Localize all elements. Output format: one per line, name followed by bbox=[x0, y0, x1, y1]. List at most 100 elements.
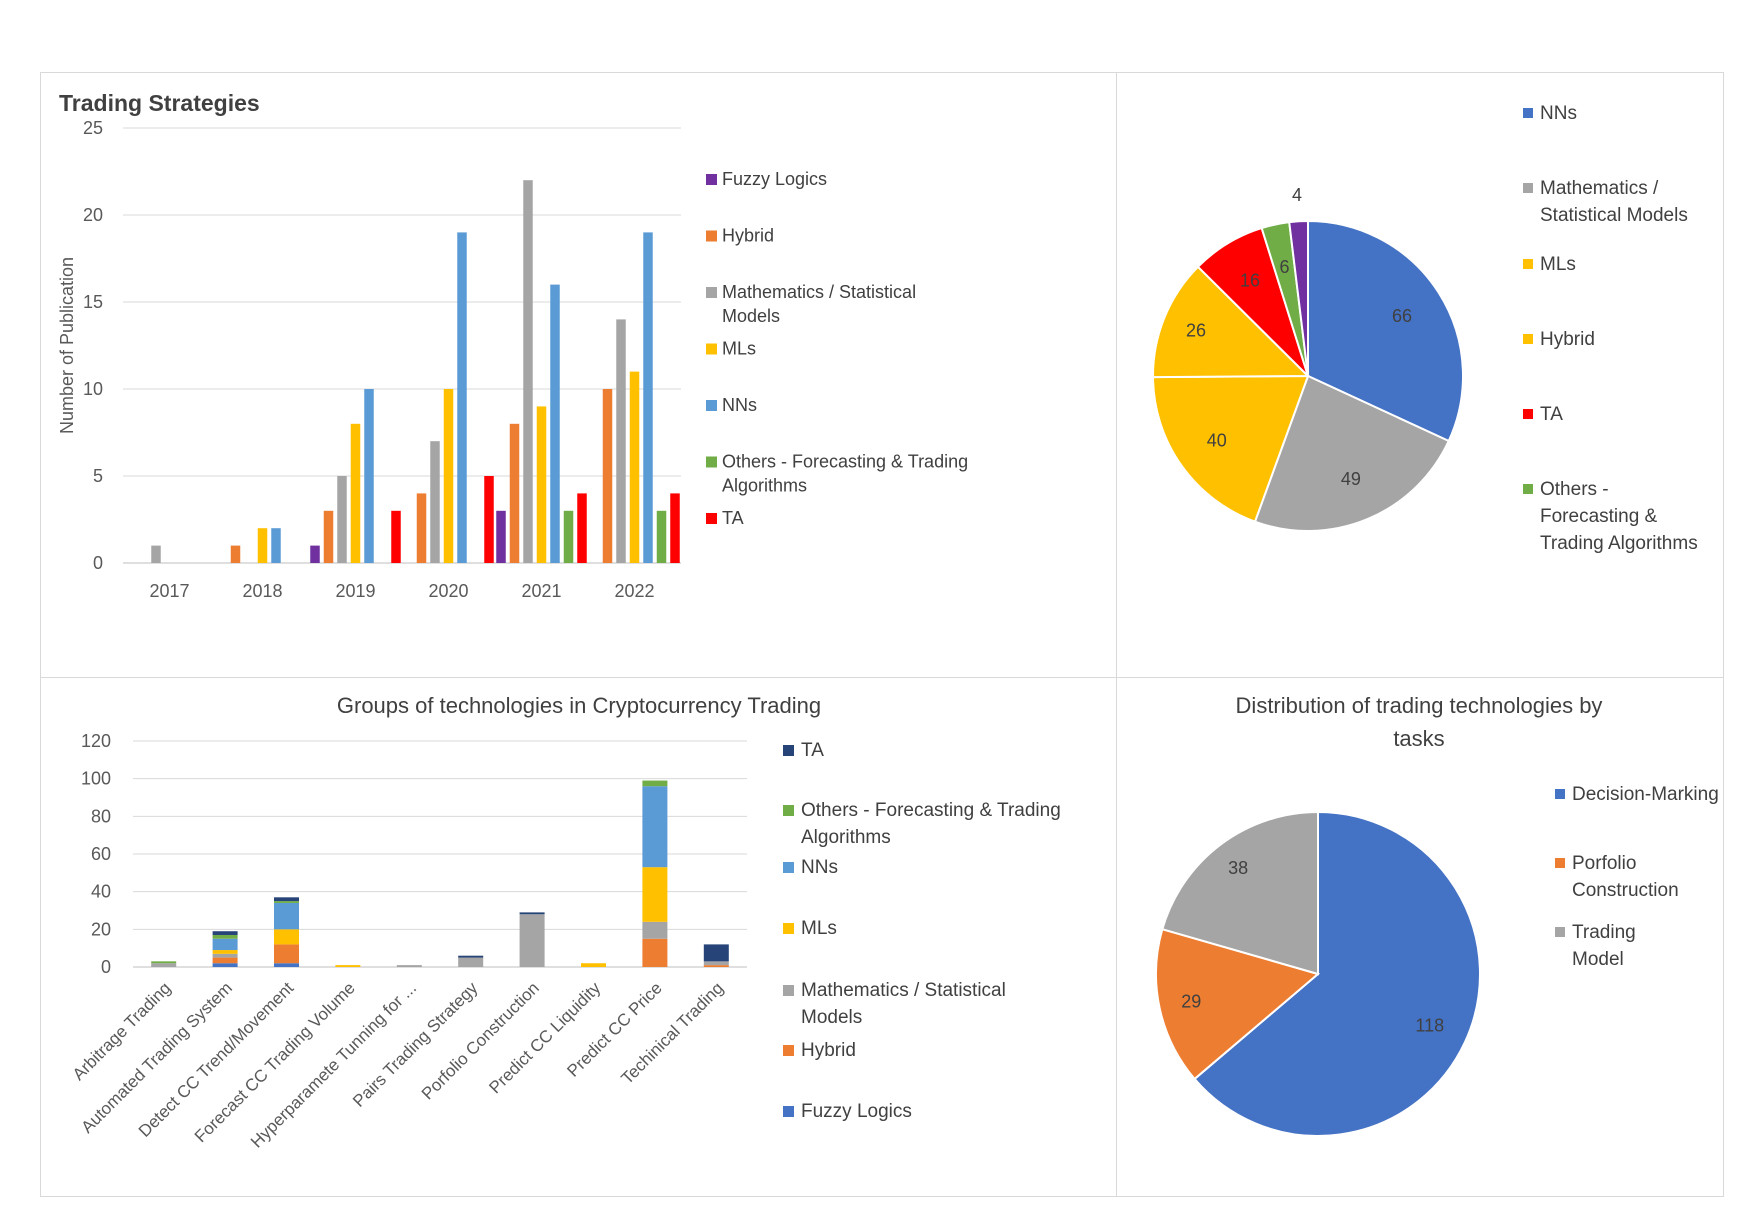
bar-mathematics-statistical-models-hyperparamete-tunning-for bbox=[396, 965, 422, 967]
legend-swatch-nns bbox=[783, 862, 794, 873]
legend-label-mls: MLs bbox=[722, 339, 756, 359]
bar-hybrid-techinical-trading bbox=[703, 965, 729, 967]
bar-others-forecasting-trading-algorithms-predict-cc-price bbox=[642, 780, 668, 787]
legend-label-others-forecasting-trading-algorithms: Others - Forecasting & Trading Algorithms bbox=[722, 452, 968, 496]
pie-slice-fuzzy-logics bbox=[1288, 219, 1309, 377]
y-tick-label: 10 bbox=[83, 379, 103, 399]
legend-label-others-forecasting-trading-algorithms: Others - Forecasting & Trading Algorithms bbox=[801, 800, 1061, 848]
bar-others-forecasting-trading-algorithms-2022 bbox=[656, 510, 667, 563]
legend-label-ta: TA bbox=[1540, 404, 1563, 425]
legend-label-others-forecasting-trading-algorithms: Others -Forecasting & Trading Algorithms bbox=[1540, 479, 1698, 554]
pie-data-label-nns: 66 bbox=[1392, 306, 1412, 326]
bar-others-forecasting-trading-algorithms-automated-trading-system bbox=[212, 934, 238, 939]
legend-label-nns: NNs bbox=[801, 857, 838, 878]
chart-technology-pie: 66 49 40 26 16 6 4 NNs Mathematics / Statistical … bbox=[1151, 103, 1698, 554]
pie-data-label-others-forecasting-trading-algorithms: 6 bbox=[1279, 257, 1289, 277]
legend-label-mathematics-statistical-models: Mathematics / Statistical Models bbox=[801, 980, 1006, 1028]
y-tick-label: 20 bbox=[83, 205, 103, 225]
chart-groups-technologies: Groups of technologies in Cryptocurrency… bbox=[69, 693, 1061, 1152]
legend-label-mls: MLs bbox=[1540, 254, 1576, 275]
bar-hybrid-automated-trading-system bbox=[212, 957, 238, 964]
pie-data-label-ta: 16 bbox=[1240, 271, 1260, 291]
bar-nns-2018 bbox=[271, 528, 281, 563]
pie-slice-hybrid bbox=[1152, 265, 1311, 379]
bar-mathematics-statistical-models-arbitrage-trading bbox=[151, 963, 177, 967]
bar-fuzzy-logics-automated-trading-system bbox=[212, 963, 238, 967]
legend-label-mathematics-statistical-models: Mathematics / Statistical Models bbox=[1540, 178, 1688, 226]
legend-swatch-others-forecasting-trading-algorithms bbox=[706, 456, 717, 468]
panel-groups-technologies: Groups of technologies in Cryptocurrency… bbox=[40, 677, 1117, 1197]
x-tick-label: 2019 bbox=[335, 581, 375, 601]
chart-title: Distribution of trading technologies by t… bbox=[1236, 693, 1603, 751]
bar-nns-automated-trading-system bbox=[212, 938, 238, 951]
x-tick-label: 2022 bbox=[614, 581, 654, 601]
legend-label-fuzzy-logics: Fuzzy Logics bbox=[722, 169, 827, 189]
bar-hybrid-predict-cc-price bbox=[642, 938, 668, 967]
bar-mls-automated-trading-system bbox=[212, 950, 238, 954]
legend-swatch-mls bbox=[1523, 259, 1533, 269]
pie-data-label-hybrid: 26 bbox=[1186, 320, 1206, 340]
bar-mls-predict-cc-price bbox=[642, 867, 668, 922]
legend-label-nns: NNs bbox=[722, 395, 757, 415]
pie-data-label-fuzzy-logics: 4 bbox=[1292, 185, 1302, 205]
pie-data-label-trading-model: 38 bbox=[1228, 858, 1248, 878]
panel-tasks-pie: Distribution of trading technologies by t… bbox=[1116, 677, 1724, 1197]
legend-swatch-fuzzy-logics bbox=[706, 174, 717, 185]
panel-technology-pie: 66 49 40 26 16 6 4 NNs Mathematics / Statistical … bbox=[1116, 72, 1724, 678]
x-tick-label: 2020 bbox=[428, 581, 468, 601]
bar-ta-techinical-trading bbox=[703, 944, 729, 962]
legend-swatch-mathematics-statistical-models bbox=[706, 287, 717, 298]
legend-label-mathematics-statistical-models: Mathematics / Statistical Models bbox=[722, 282, 916, 326]
bar-hybrid-2018 bbox=[230, 545, 241, 563]
pie-slice-nns bbox=[1307, 219, 1464, 443]
legend-swatch-others-forecasting-trading-algorithms bbox=[1523, 484, 1533, 494]
pie-slice-decision-marking bbox=[1193, 810, 1481, 1137]
legend-swatch-mls bbox=[783, 923, 794, 934]
bar-mls-forecast-cc-trading-volume bbox=[335, 965, 361, 967]
legend-swatch-nns bbox=[1523, 108, 1533, 118]
bar-nns-detect-cc-trend-movement bbox=[274, 902, 299, 930]
bar-others-forecasting-trading-algorithms-detect-cc-trend-movement bbox=[274, 901, 299, 903]
bar-nns-2021 bbox=[550, 284, 560, 563]
y-tick-label: 120 bbox=[81, 731, 111, 751]
x-tick-label: 2018 bbox=[242, 581, 282, 601]
legend-label-hybrid: Hybrid bbox=[801, 1040, 856, 1061]
legend-swatch-porfolio-construction bbox=[1555, 858, 1565, 868]
bar-hybrid-2022 bbox=[602, 389, 613, 563]
bar-hybrid-2019 bbox=[323, 510, 334, 563]
bar-mls-2018 bbox=[257, 528, 268, 563]
bar-mls-2020 bbox=[443, 389, 454, 563]
bar-nns-2020 bbox=[457, 232, 467, 563]
bar-mls-detect-cc-trend-movement bbox=[274, 929, 299, 945]
legend-swatch-ta bbox=[706, 513, 717, 524]
pie-slice-mathematics-statistical-models bbox=[1253, 374, 1451, 532]
legend-swatch-fuzzy-logics bbox=[783, 1106, 794, 1117]
y-tick-label: 40 bbox=[91, 882, 111, 902]
x-tick-label: Pairs Trading Strategy bbox=[349, 978, 482, 1111]
x-tick-label: 2021 bbox=[521, 581, 561, 601]
bar-ta-2020 bbox=[484, 476, 494, 563]
legend-label-hybrid: Hybrid bbox=[722, 226, 774, 246]
bar-ta-automated-trading-system bbox=[212, 931, 238, 935]
bar-mathematics-statistical-models-2017 bbox=[151, 545, 161, 563]
x-tick-label: 2017 bbox=[149, 581, 189, 601]
bar-mls-2019 bbox=[350, 423, 361, 563]
bar-mls-2021 bbox=[536, 406, 547, 563]
x-tick-label: Porfolio Construction bbox=[418, 978, 543, 1103]
legend-swatch-ta bbox=[783, 745, 794, 756]
pie-data-label-porfolio-construction: 29 bbox=[1181, 991, 1201, 1011]
y-tick-label: 80 bbox=[91, 806, 111, 826]
bar-ta-detect-cc-trend-movement bbox=[274, 897, 299, 902]
bar-others-forecasting-trading-algorithms-2021 bbox=[563, 510, 574, 563]
legend-swatch-hybrid bbox=[706, 230, 717, 242]
bar-others-forecasting-trading-algorithms-arbitrage-trading bbox=[151, 961, 177, 964]
pie-slice-mls bbox=[1151, 374, 1310, 523]
bar-hybrid-2021 bbox=[509, 423, 520, 563]
bar-mathematics-statistical-models-pairs-trading-strategy bbox=[458, 957, 484, 967]
bar-hybrid-2020 bbox=[416, 493, 427, 563]
legend-swatch-mls bbox=[706, 343, 717, 355]
y-tick-label: 60 bbox=[91, 844, 111, 864]
legend-label-porfolio-construction: Porfolio Construction bbox=[1572, 853, 1679, 901]
legend-label-ta: TA bbox=[801, 740, 824, 761]
bar-fuzzy-logics-2019 bbox=[310, 545, 320, 563]
